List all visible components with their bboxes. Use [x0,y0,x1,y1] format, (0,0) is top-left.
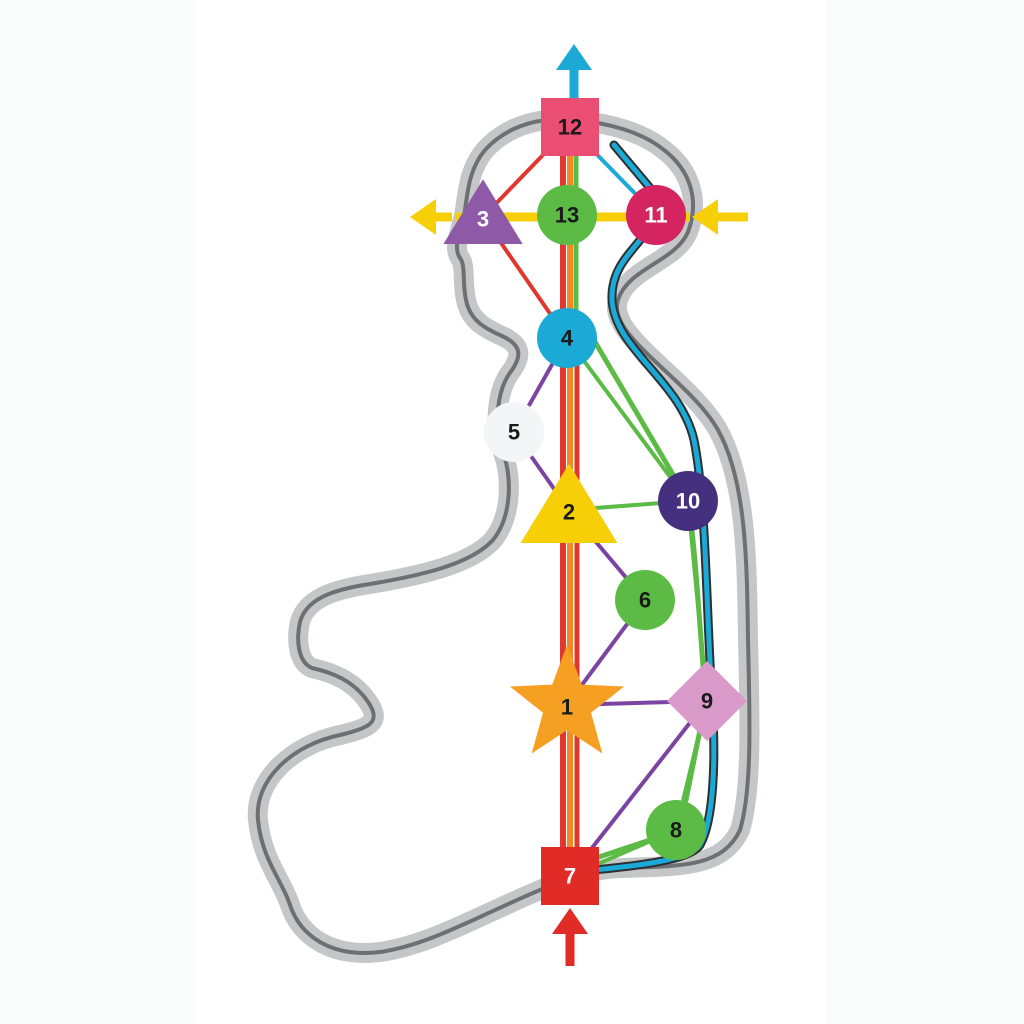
node-1-label: 1 [561,695,573,720]
node-2: 2 [520,463,618,543]
node-13: 13 [537,185,597,245]
arrow-left-3-head [410,199,436,235]
node-5-circle [484,402,544,462]
node-7: 7 [541,847,599,905]
node-8: 8 [646,800,706,860]
node-12: 12 [541,98,599,156]
node-6: 6 [615,570,675,630]
node-6-circle [615,570,675,630]
node-10: 10 [658,471,718,531]
node-5-label: 5 [508,420,520,445]
node-1: 1 [509,645,625,754]
node-7-square [541,847,599,905]
edge-9-7 [568,699,709,878]
node-8-label: 8 [670,818,682,843]
node-9-diamond [667,661,747,741]
node-3-triangle [443,179,523,244]
node-12-label: 12 [558,115,582,140]
node-3: 3 [443,179,523,244]
node-4-circle [537,308,597,368]
node-6-label: 6 [639,588,651,613]
node-9: 9 [667,661,747,741]
node-1-star [509,645,625,754]
arrow-up-top-head [556,44,592,70]
node-2-triangle [520,463,618,543]
node-7-label: 7 [564,864,576,889]
node-2-label: 2 [563,500,575,525]
node-4: 4 [537,308,597,368]
arrow-up-bottom-head [552,908,588,934]
node-3-label: 3 [477,207,489,232]
node-13-label: 13 [555,203,579,228]
node-12-square [541,98,599,156]
node-8-circle [646,800,706,860]
node-13-circle [537,185,597,245]
arrows [410,44,748,966]
edge-4-10 [565,336,690,503]
node-10-circle [658,471,718,531]
node-9-label: 9 [701,689,713,714]
node-10-label: 10 [676,489,700,514]
node-11-circle [626,185,686,245]
arrow-left-11-head [692,199,718,235]
node-5: 5 [484,402,544,462]
node-11-label: 11 [644,203,667,228]
node-11: 11 [626,185,686,245]
node-4-label: 4 [561,326,574,351]
